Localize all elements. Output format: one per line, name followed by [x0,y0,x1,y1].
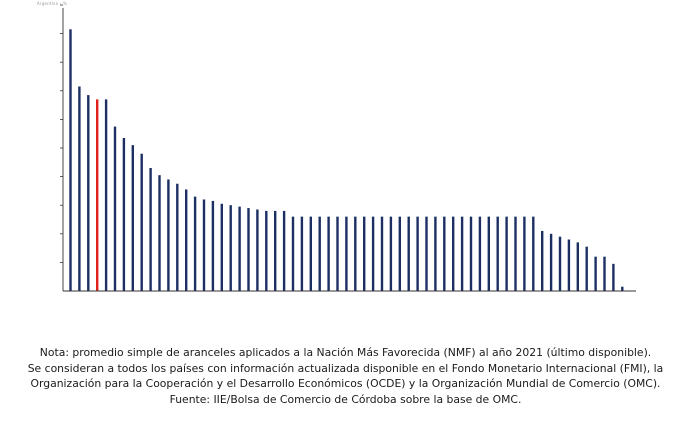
chart-corner-label: Argentina - % [37,1,67,6]
bar [407,216,410,291]
bar [398,216,401,291]
bar [585,246,588,291]
bar [87,95,90,291]
note-line-3: Organización para la Cooperación y el De… [30,377,661,390]
bar [514,216,517,291]
bar [69,29,72,292]
bar [122,137,126,291]
bar [238,206,241,291]
bar [78,86,81,291]
bar [140,153,143,291]
bar [567,239,571,291]
note-line-1: Nota: promedio simple de aranceles aplic… [39,346,652,359]
bar [603,256,606,291]
bar [425,216,428,291]
bar [256,209,259,291]
bar [452,216,455,291]
note-line-4: Fuente: IIE/Bolsa de Comercio de Córdoba… [169,392,522,406]
bar [487,216,490,291]
bar [309,216,312,291]
bar [576,242,579,291]
bar [532,216,535,291]
y-axis-ticks [60,4,63,263]
bar-series [69,29,624,292]
bar [265,210,268,291]
bar [460,216,464,291]
bar [434,216,437,291]
bar [229,205,232,291]
bar [274,210,277,291]
bar [621,286,624,291]
bar [523,216,526,291]
bar [211,200,215,291]
bar [505,216,508,291]
chart-note: Nota: promedio simple de aranceles aplic… [0,345,691,407]
bar-highlighted [96,99,99,291]
note-line-2: Se consideran a todos los países con inf… [27,361,664,375]
bar [113,126,117,291]
bar [291,216,295,291]
bar [336,216,339,291]
bar [354,216,357,291]
bar [416,216,419,291]
bar [345,216,348,291]
bar-chart [60,4,636,292]
bar [167,179,170,291]
bar [300,216,304,291]
bar [104,99,108,291]
bar [158,175,161,291]
bar [380,216,384,291]
bar [131,145,134,291]
bar [193,196,197,291]
bar [558,236,562,291]
bar [541,230,544,291]
bar [318,216,321,291]
bar [327,216,330,291]
bar [389,216,393,291]
bar [443,216,446,291]
bar [496,216,499,291]
bar [149,168,152,291]
bar [176,183,179,291]
bar [247,208,250,291]
bar [185,189,188,291]
bar [612,263,615,291]
bar [363,216,366,291]
bar [202,199,206,291]
bar [594,256,597,291]
bar [478,216,482,291]
bar [549,233,553,291]
bar [220,203,223,291]
bar [282,210,286,291]
bar [371,216,375,291]
bar [469,216,473,291]
